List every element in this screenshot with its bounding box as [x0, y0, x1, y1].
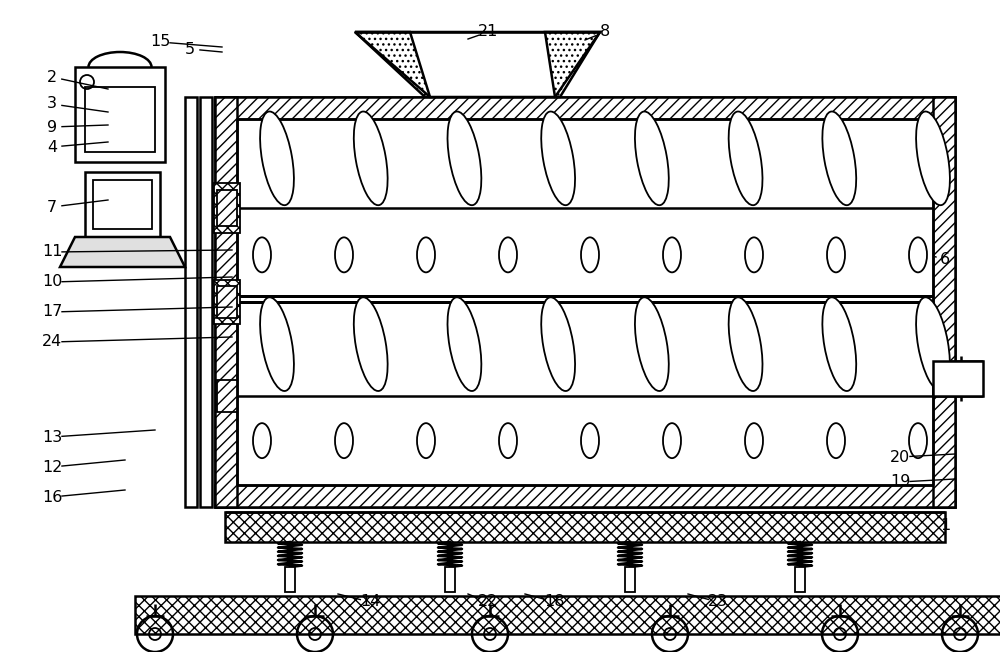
Text: 9: 9	[47, 119, 57, 134]
Ellipse shape	[253, 237, 271, 273]
Polygon shape	[355, 32, 430, 97]
Text: 4: 4	[47, 140, 57, 155]
Ellipse shape	[663, 423, 681, 458]
Bar	[237, 119, 933, 485]
Bar	[215, 97, 955, 119]
Bar	[215, 97, 955, 507]
Polygon shape	[60, 237, 185, 267]
Ellipse shape	[260, 297, 294, 391]
Bar	[215, 97, 237, 507]
Ellipse shape	[916, 111, 950, 205]
Ellipse shape	[335, 237, 353, 273]
Ellipse shape	[827, 423, 845, 458]
Ellipse shape	[581, 237, 599, 273]
Ellipse shape	[745, 237, 763, 273]
Ellipse shape	[663, 237, 681, 273]
Text: 6: 6	[940, 252, 950, 267]
Ellipse shape	[541, 111, 575, 205]
Bar	[85, 87, 155, 152]
Text: 20: 20	[890, 449, 910, 464]
Ellipse shape	[729, 297, 762, 391]
Bar	[217, 190, 237, 226]
Bar	[75, 67, 165, 162]
Bar	[135, 596, 1000, 634]
Ellipse shape	[354, 111, 388, 205]
Text: 1: 1	[940, 518, 950, 533]
Bar	[225, 512, 945, 542]
Bar	[625, 567, 635, 592]
Ellipse shape	[745, 423, 763, 458]
Text: 24: 24	[42, 334, 62, 349]
Ellipse shape	[499, 237, 517, 273]
Ellipse shape	[417, 237, 435, 273]
Text: 13: 13	[42, 430, 62, 445]
Bar	[285, 567, 295, 592]
Ellipse shape	[354, 297, 388, 391]
Text: 17: 17	[42, 304, 62, 319]
Bar	[214, 183, 240, 233]
Text: 11: 11	[42, 244, 62, 259]
Polygon shape	[545, 32, 600, 97]
Bar	[795, 567, 805, 592]
Text: 8: 8	[600, 25, 610, 40]
Ellipse shape	[448, 111, 481, 205]
Bar	[185, 97, 197, 507]
Ellipse shape	[909, 423, 927, 458]
Bar	[85, 172, 160, 237]
Text: 10: 10	[42, 274, 62, 289]
Bar	[445, 567, 455, 592]
Ellipse shape	[822, 111, 856, 205]
Bar	[200, 97, 212, 507]
Bar	[933, 97, 955, 507]
Text: 23: 23	[708, 595, 728, 610]
Ellipse shape	[822, 297, 856, 391]
Bar	[217, 380, 237, 412]
Text: 15: 15	[150, 35, 170, 50]
Bar	[217, 286, 237, 318]
Text: 3: 3	[47, 96, 57, 111]
Bar	[93, 180, 152, 229]
Text: 7: 7	[47, 200, 57, 215]
Text: 22: 22	[478, 595, 498, 610]
Text: 18: 18	[545, 595, 565, 610]
Text: 12: 12	[42, 460, 62, 475]
Text: 21: 21	[478, 25, 498, 40]
Text: 19: 19	[890, 475, 910, 490]
Ellipse shape	[581, 423, 599, 458]
Ellipse shape	[417, 423, 435, 458]
Ellipse shape	[909, 237, 927, 273]
Ellipse shape	[541, 297, 575, 391]
Ellipse shape	[335, 423, 353, 458]
Ellipse shape	[253, 423, 271, 458]
Text: 2: 2	[47, 70, 57, 85]
Ellipse shape	[916, 297, 950, 391]
Ellipse shape	[827, 237, 845, 273]
Bar	[933, 361, 983, 396]
Ellipse shape	[635, 111, 669, 205]
Ellipse shape	[260, 111, 294, 205]
Text: 16: 16	[42, 490, 62, 505]
Ellipse shape	[635, 297, 669, 391]
Text: 5: 5	[185, 42, 195, 57]
Text: 14: 14	[360, 595, 380, 610]
Ellipse shape	[499, 423, 517, 458]
Bar	[214, 280, 240, 324]
Ellipse shape	[448, 297, 481, 391]
Bar	[215, 485, 955, 507]
Ellipse shape	[729, 111, 762, 205]
